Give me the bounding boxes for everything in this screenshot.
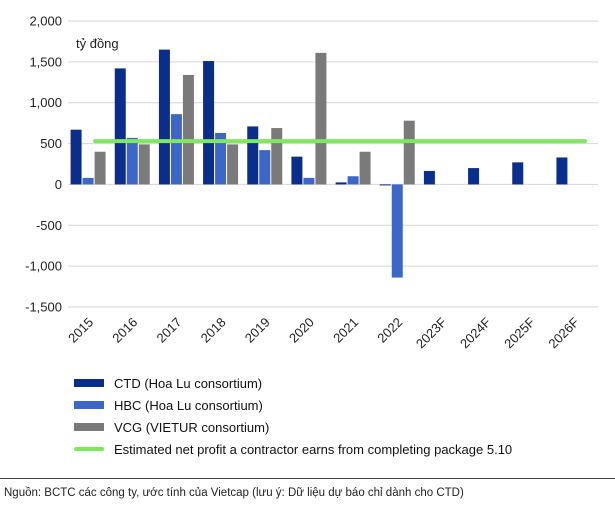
x-tick-label: 2022	[374, 315, 405, 346]
x-tick-label: 2020	[286, 315, 317, 346]
bar-ctd-2016	[114, 68, 126, 185]
bar-vcg-2017	[182, 74, 194, 185]
bar-ctd-2022	[379, 184, 391, 186]
legend-label-ctd: CTD (Hoa Lu consortium)	[114, 375, 263, 391]
bar-chart: -1,500 -1,000 -500 0 500 1,000 1,500 2,000 tỷ đ…	[25, 14, 598, 351]
x-axis: 2015 2016 2017 2018 2019 2020 2021 2022 2023F 202…	[65, 314, 582, 351]
footer-divider	[0, 478, 615, 479]
bars	[70, 49, 568, 278]
legend-swatch-reference	[74, 447, 104, 451]
y-tick-label: 2,000	[29, 14, 62, 29]
x-tick-label: 2019	[242, 315, 273, 346]
bar-hbc-2015	[82, 177, 94, 185]
unit-label: tỷ đồng	[76, 36, 119, 51]
x-tick-label: 2026F	[545, 314, 582, 351]
y-tick-label: 1,500	[29, 54, 62, 69]
x-tick-label: 2024F	[457, 314, 494, 351]
bar-ctd-2025f	[512, 162, 524, 185]
legend-label-vcg: VCG (VIETUR consortium)	[114, 419, 270, 435]
bar-vcg-2019	[271, 128, 283, 185]
legend-label-reference: Estimated net profit a contractor earns …	[114, 441, 513, 457]
bar-hbc-2017	[170, 114, 182, 185]
bar-ctd-2015	[70, 129, 82, 185]
bar-hbc-2019	[259, 150, 271, 185]
bar-vcg-2016	[138, 144, 150, 185]
x-tick-label: 2017	[153, 315, 184, 346]
bar-vcg-2020	[315, 52, 327, 185]
legend: CTD (Hoa Lu consortium) HBC (Hoa Lu cons…	[74, 372, 512, 460]
y-tick-label: 500	[40, 136, 62, 151]
bar-ctd-2019	[247, 126, 259, 185]
bar-vcg-2018	[227, 144, 239, 185]
y-tick-label: 1,000	[29, 95, 62, 110]
y-tick-label: -500	[36, 218, 62, 233]
x-tick-label: 2023F	[413, 314, 450, 351]
grid-lines	[68, 20, 598, 308]
y-axis: -1,500 -1,000 -500 0 500 1,000 1,500 2,000	[25, 14, 62, 315]
x-tick-label: 2025F	[501, 314, 538, 351]
legend-item-reference: Estimated net profit a contractor earns …	[74, 438, 512, 460]
bar-ctd-2020	[291, 156, 303, 185]
legend-item-hbc: HBC (Hoa Lu consortium)	[74, 394, 512, 416]
bar-ctd-2026f	[556, 157, 568, 185]
bar-hbc-2022	[391, 184, 403, 278]
bar-ctd-2021	[335, 182, 347, 185]
bar-ctd-2017	[158, 49, 170, 185]
bar-hbc-2020	[303, 177, 315, 185]
y-tick-label: 0	[55, 177, 62, 192]
x-tick-label: 2015	[65, 315, 96, 346]
x-tick-label: 2016	[109, 315, 140, 346]
bar-vcg-2015	[94, 151, 106, 185]
legend-item-ctd: CTD (Hoa Lu consortium)	[74, 372, 512, 394]
legend-swatch-hbc	[74, 401, 104, 409]
bar-vcg-2022	[403, 120, 415, 185]
bar-hbc-2018	[215, 132, 227, 185]
x-tick-label: 2018	[198, 315, 229, 346]
legend-item-vcg: VCG (VIETUR consortium)	[74, 416, 512, 438]
y-tick-label: -1,500	[25, 300, 62, 315]
legend-swatch-ctd	[74, 379, 104, 387]
bar-hbc-2021	[347, 176, 359, 185]
x-tick-label: 2021	[330, 315, 361, 346]
bar-ctd-2023f	[423, 170, 435, 185]
bar-ctd-2018	[203, 61, 215, 185]
bar-hbc-2016	[126, 137, 138, 185]
legend-label-hbc: HBC (Hoa Lu consortium)	[114, 397, 263, 413]
source-note: Nguồn: BCTC các công ty, ước tính của Vi…	[4, 487, 464, 499]
legend-swatch-vcg	[74, 423, 104, 431]
bar-ctd-2024f	[468, 168, 480, 185]
y-tick-label: -1,000	[25, 259, 62, 274]
bar-vcg-2021	[359, 151, 371, 185]
